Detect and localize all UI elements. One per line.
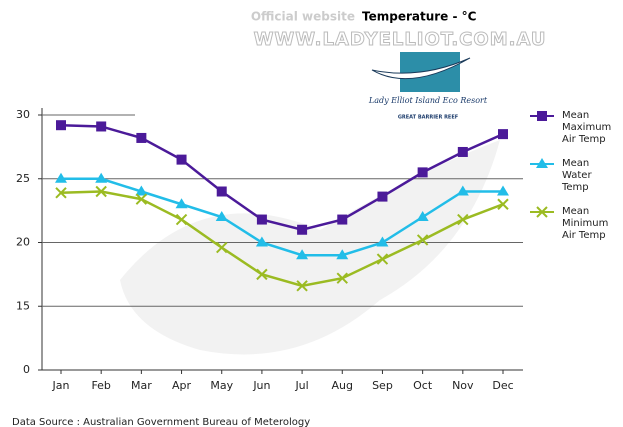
marker <box>217 187 227 197</box>
x-tick-label: Feb <box>91 379 110 392</box>
marker <box>418 167 428 177</box>
y-tick-label: 30 <box>16 108 30 121</box>
y-tick-label: 0 <box>23 363 30 376</box>
marker <box>377 192 387 202</box>
y-tick-label: 15 <box>16 299 30 312</box>
watermark <box>120 140 500 354</box>
marker <box>498 129 508 139</box>
marker <box>177 215 187 225</box>
marker <box>297 225 307 235</box>
marker <box>136 133 146 143</box>
x-tick-label: Apr <box>172 379 192 392</box>
marker <box>257 215 267 225</box>
legend-marker <box>537 111 547 121</box>
x-tick-label: Mar <box>131 379 152 392</box>
x-tick-label: Jan <box>52 379 70 392</box>
x-tick-label: Aug <box>332 379 353 392</box>
legend-item: Mean Maximum Air Temp <box>528 110 618 146</box>
marker <box>337 215 347 225</box>
marker <box>56 120 66 130</box>
page: {"chart_data": {"type": "line", "header"… <box>0 0 623 427</box>
legend-item: Mean Minimum Air Temp <box>528 206 618 242</box>
x-tick-label: Sep <box>372 379 393 392</box>
y-tick-label: 20 <box>16 236 30 249</box>
source: Data Source : Australian Government Bure… <box>12 417 310 427</box>
header: Official website <box>251 10 355 24</box>
x-tick-label: Jul <box>294 379 308 392</box>
x-tick-label: Dec <box>492 379 513 392</box>
website: WWW.LADYELLIOT.COM.AU <box>254 29 547 50</box>
legend-icon <box>528 206 558 218</box>
marker <box>458 147 468 157</box>
x-tick-label: May <box>210 379 233 392</box>
x-tick-label: Oct <box>413 379 433 392</box>
x-tick-label: Nov <box>452 379 474 392</box>
logo-text: Lady Elliot Island Eco Resort <box>368 96 488 105</box>
x-tick-label: Jun <box>252 379 270 392</box>
logo-subtext: GREAT BARRIER REEF <box>398 115 458 121</box>
marker <box>177 155 187 165</box>
legend-item: Mean Water Temp <box>528 158 618 194</box>
marker <box>96 121 106 131</box>
legend-label: Mean Maximum Air Temp <box>562 110 611 145</box>
legend-icon <box>528 158 558 170</box>
legend: Mean Maximum Air Temp Mean Water Temp Mean… <box>528 110 618 254</box>
legend-label: Mean Water Temp <box>562 158 592 193</box>
chart-title: Temperature - °C <box>362 10 477 24</box>
legend-icon <box>528 110 558 122</box>
y-tick-label: 25 <box>16 172 30 185</box>
legend-label: Mean Minimum Air Temp <box>562 206 608 241</box>
